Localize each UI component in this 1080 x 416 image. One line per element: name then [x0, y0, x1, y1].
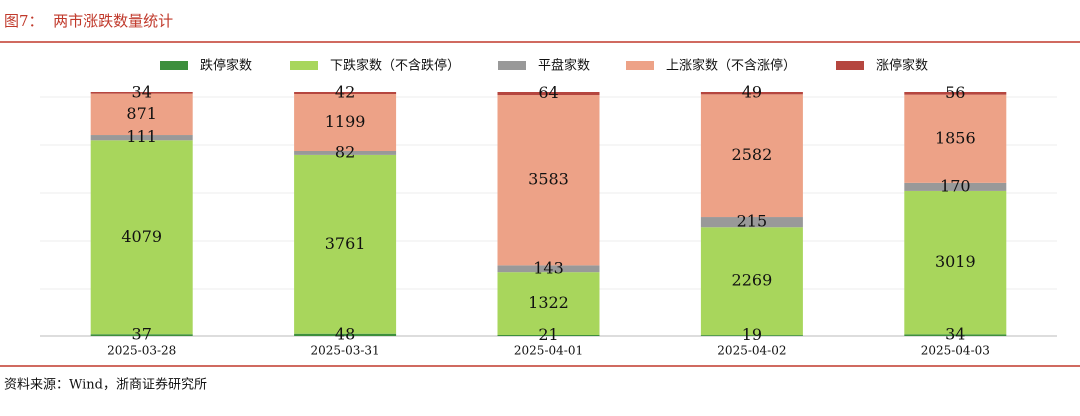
- source: 资料来源：Wind，浙商证券研究所: [4, 377, 207, 393]
- data-label: 111: [126, 127, 157, 146]
- bar-segment: [700, 227, 803, 336]
- bar-segment: [90, 334, 193, 336]
- data-label: 1322: [528, 293, 569, 312]
- data-label: 2582: [732, 145, 773, 164]
- data-label: 48: [335, 324, 355, 343]
- bar-segment: [90, 140, 193, 335]
- data-label: 3583: [528, 170, 569, 189]
- bar-segment: [90, 92, 193, 94]
- bar-segment: [294, 333, 397, 336]
- legend-swatch: [498, 61, 526, 70]
- bar-segment: [90, 135, 193, 141]
- legend-label: 下跌家数（不含跌停）: [330, 58, 460, 74]
- x-tick-label: 2025-04-01: [514, 344, 583, 358]
- bar-segment: [700, 217, 803, 228]
- x-tick-label: 2025-03-31: [311, 344, 380, 358]
- bar-segment: [294, 92, 397, 94]
- data-label: 42: [335, 82, 355, 101]
- data-label: 4079: [121, 227, 162, 246]
- data-label: 64: [538, 83, 558, 102]
- data-label: 215: [737, 212, 768, 231]
- bar-segment: [497, 265, 600, 273]
- data-label: 82: [335, 142, 355, 161]
- data-label: 37: [132, 325, 152, 344]
- data-label: 34: [132, 82, 152, 101]
- data-label: 34: [945, 325, 965, 344]
- legend-swatch: [626, 61, 654, 70]
- data-label: 1199: [325, 112, 366, 131]
- data-label: 871: [126, 104, 157, 123]
- data-label: 2269: [732, 271, 773, 290]
- legend-label: 涨停家数: [876, 58, 928, 74]
- data-label: 170: [940, 176, 971, 195]
- legend-swatch: [290, 61, 318, 70]
- legend-label: 跌停家数: [200, 58, 252, 74]
- legend-label: 平盘家数: [538, 58, 590, 74]
- bar-segment: [904, 334, 1007, 336]
- data-label: 49: [742, 83, 762, 102]
- bar-segment: [497, 92, 600, 96]
- chart-title: 图7： 两市涨跌数量统计: [4, 12, 173, 30]
- bar-segment: [497, 335, 600, 336]
- bar-segment: [90, 93, 193, 136]
- data-label: 19: [742, 325, 762, 344]
- legend-swatch: [160, 61, 188, 70]
- data-label: 56: [945, 83, 965, 102]
- bar-segment: [904, 92, 1007, 95]
- legend-label: 上涨家数（不含涨停）: [666, 58, 796, 74]
- bar-segment: [294, 151, 397, 155]
- bar-segment: [904, 190, 1007, 335]
- bar-segment: [700, 94, 803, 218]
- bar-segment: [700, 335, 803, 336]
- bar-segment: [904, 182, 1007, 191]
- bar-segment: [904, 94, 1007, 183]
- data-label: 3019: [935, 252, 976, 271]
- bar-segment: [497, 272, 600, 336]
- data-label: 3761: [325, 234, 366, 253]
- x-tick-label: 2025-04-02: [717, 344, 786, 358]
- bar-segment: [294, 93, 397, 152]
- x-tick-label: 2025-04-03: [921, 344, 990, 358]
- data-label: 143: [533, 258, 564, 277]
- x-tick-label: 2025-03-28: [107, 344, 176, 358]
- legend-swatch: [836, 61, 864, 70]
- data-label: 21: [538, 325, 558, 344]
- data-label: 1856: [935, 128, 976, 147]
- bar-segment: [700, 92, 803, 95]
- bar-segment: [497, 95, 600, 266]
- bar-segment: [294, 154, 397, 334]
